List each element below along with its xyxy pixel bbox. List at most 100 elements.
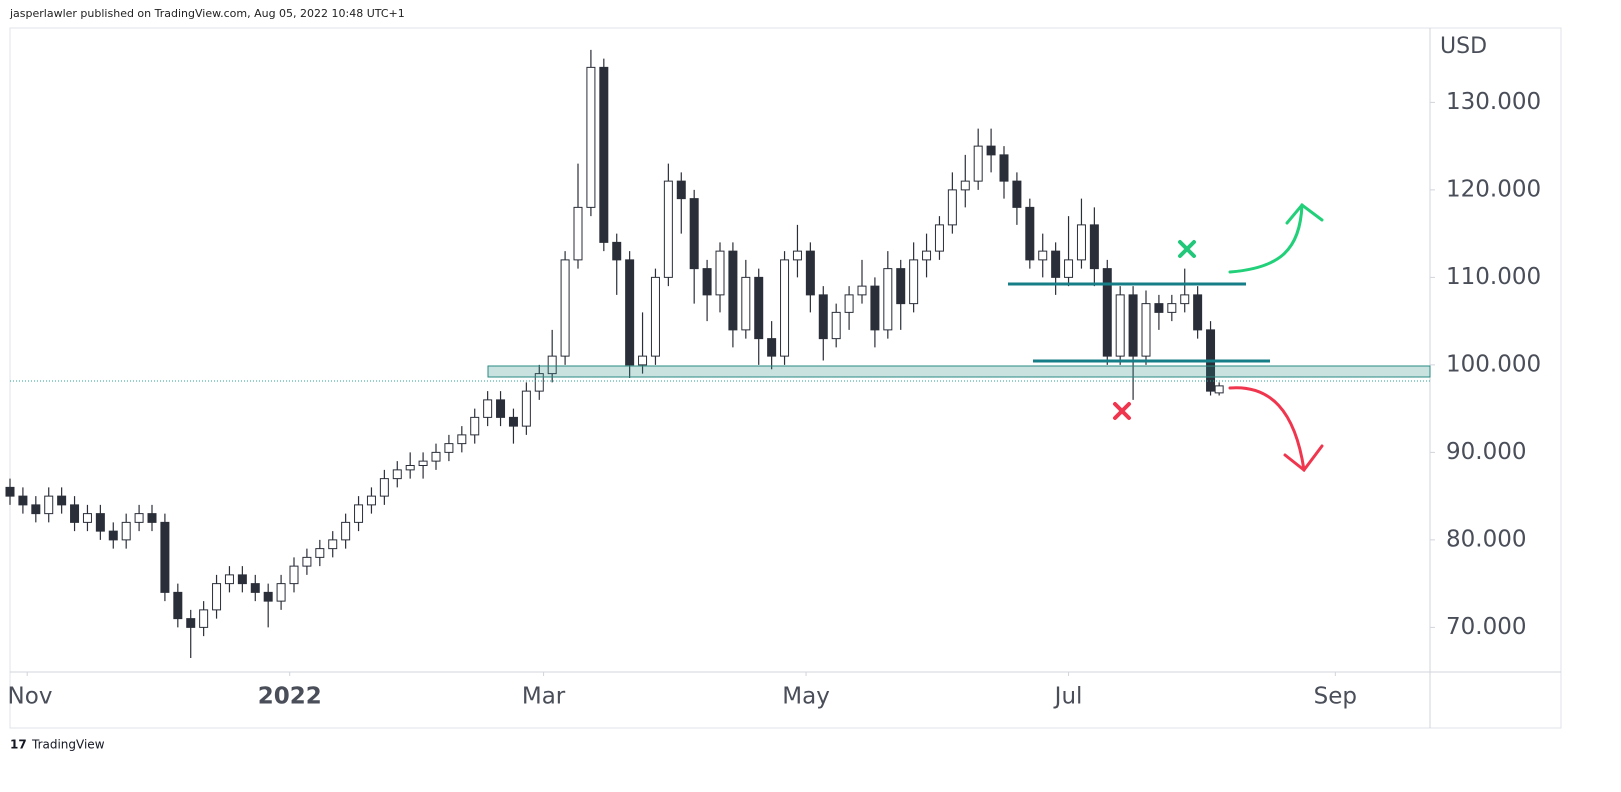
candle-body [276,583,286,602]
candle-body [599,66,609,243]
candle-body [496,399,506,418]
candle-body [612,241,622,261]
candle-body [767,338,777,357]
candle-body [134,513,144,523]
candle-body [1038,250,1048,261]
candle-body [418,460,428,466]
x-tick-label: Jul [1053,684,1083,710]
candle-body [147,513,157,523]
candle-body [883,268,893,331]
candle-body [625,259,635,366]
y-tick-label: 120.000 [1446,176,1541,202]
logo-mark: 17 [10,738,27,752]
y-tick-label: 110.000 [1446,264,1541,290]
x-tick-label: May [782,684,830,710]
candle-body [805,250,815,296]
x-tick-label: Mar [522,684,566,710]
candle-body [1167,303,1177,313]
candle-body [934,224,944,252]
green-cross [1178,240,1196,258]
candle-body [1180,294,1190,305]
candle-body [818,294,828,340]
candle-body [728,250,738,331]
candle-body [431,451,441,462]
candle-body [973,145,983,182]
x-tick-label: Sep [1314,684,1357,710]
candle-body [1128,294,1138,357]
candle-body [650,276,660,357]
candle-body [922,250,932,261]
candle-body [444,443,454,453]
candle-body [586,66,596,208]
candle-body [31,504,41,515]
candle-body [173,591,183,620]
candle-body [224,574,234,585]
y-tick-label: 90.000 [1446,439,1526,465]
candle-body [366,495,376,506]
candle-body [199,609,209,628]
candle-body [521,390,531,427]
candle-body [986,145,996,156]
y-tick-label: 130.000 [1446,89,1541,115]
candle-body [328,539,338,550]
candle-body [108,530,118,541]
candle-body [960,180,970,191]
candle-body [715,250,725,296]
candle-body [405,465,415,471]
candle-body [1102,268,1112,357]
candle-body [792,250,802,261]
candle-body [1089,224,1099,270]
candle-body [844,294,854,313]
x-tick-label: Nov [8,684,53,710]
support-zone [487,365,1431,378]
candle-body [754,276,764,340]
candle-body [315,548,325,558]
candle-body [780,259,790,357]
candle-body [909,259,919,305]
y-tick-label: 100.000 [1446,351,1541,377]
up-arrow [1228,202,1324,274]
candle-body [1115,294,1125,357]
candle-body [741,276,751,331]
drawings [10,202,1431,473]
candle-body [676,180,686,200]
candle-body [57,495,67,506]
candle-body [1064,259,1074,278]
candle-body [212,583,222,611]
brand: TradingView [31,738,105,752]
candle-body [1154,303,1164,313]
currency-label: USD [1440,34,1487,59]
candle-body [870,285,880,331]
candle-body [702,268,712,296]
candle-body [560,259,570,357]
candle-body [82,513,92,523]
candle-body [302,556,312,567]
candle-body [95,513,105,532]
candle-body [573,206,583,261]
candle-body [44,495,54,515]
x-tick-label: 2022 [258,684,322,710]
candle-body [534,373,544,392]
candle-body [1012,180,1022,208]
candle-body [354,504,364,523]
chart-frame [9,27,1562,729]
candle-body [470,416,480,436]
candle-body [483,399,493,418]
candle-body [1051,250,1061,278]
candle-body [121,521,131,541]
candle-body [831,311,841,340]
plot-area [5,49,1224,658]
candle-body [1214,385,1224,394]
publish-info: jasperlawler published on TradingView.co… [9,7,405,20]
candle-body [1025,206,1035,261]
red-cross [1113,402,1131,420]
candle-body [5,486,15,497]
candle-body [689,198,699,270]
candle-body [70,504,80,523]
candle-body [947,189,957,226]
y-tick-label: 70.000 [1446,614,1526,640]
candle-body [392,469,402,480]
candle-body [160,521,170,593]
